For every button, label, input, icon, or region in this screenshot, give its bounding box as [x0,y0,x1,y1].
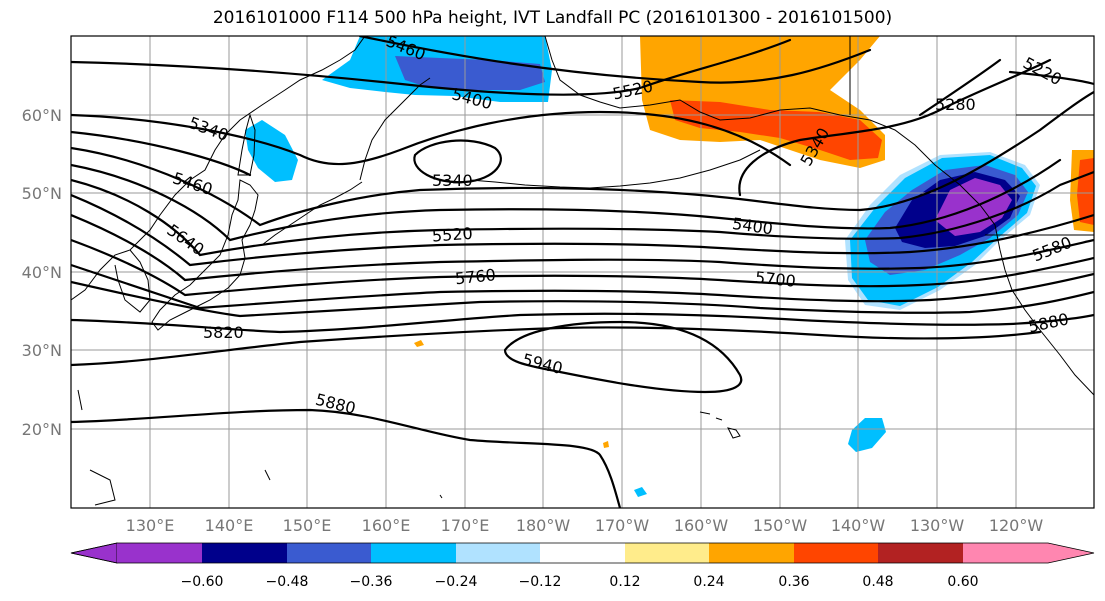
contour-label: 5280 [935,95,976,114]
colorbar-bin [794,543,878,563]
sakhalin-coastline [237,113,256,176]
contour-line [71,263,1094,310]
colorbar-tick-label: −0.24 [435,574,478,590]
colorbar-bin [287,543,371,563]
contour-line [358,36,872,84]
contour-line [503,320,743,394]
lon-label: 150°E [283,516,332,535]
lat-label: 40°N [22,263,62,282]
lon-label: 160°W [674,516,729,535]
longitude-labels: 130°E 140°E 150°E 160°E 170°E 180°W 170°… [126,516,1044,535]
small-positive-spot [603,441,609,448]
lon-label: 120°W [989,516,1044,535]
negative-anomaly-kamchatka-inner [395,56,545,90]
contour-line [71,90,1094,227]
colorbar-bin [625,543,709,563]
colorbar-bin [456,543,540,563]
latitude-labels: 60°N 50°N 40°N 30°N 20°N [22,106,62,439]
contour-line [71,238,1094,297]
contour-label: 5340 [432,171,473,190]
lon-label: 130°E [126,516,175,535]
colorbar-bin [878,543,963,563]
colorbar-outline [70,542,1095,564]
colorbar-tick-label: −0.48 [266,574,309,590]
small-islands [77,389,443,506]
contour-line [71,312,1094,334]
colorbar-bin [540,543,625,563]
kuril-islands [261,181,363,246]
colorbar-tick-label: −0.60 [181,574,224,590]
contour-line [71,58,1052,197]
map-area: 5460 5400 5520 5280 5220 5340 5340 5460 … [71,36,1094,508]
colorbar-extend-high [963,543,1094,563]
contour-label: 5700 [754,268,796,291]
contour-line [71,38,792,96]
colorbar-tick-label: 0.36 [778,574,809,590]
asia-coastline [71,36,366,301]
contour-line [71,213,1094,282]
colorbar-tick-labels: −0.60 −0.48 −0.36 −0.24 −0.12 0.12 0.24 … [181,574,979,590]
lat-label: 30°N [22,341,62,360]
lat-label: 20°N [22,420,62,439]
small-positive-spot [414,340,424,347]
lon-label: 180°W [516,516,571,535]
contour-line [918,58,1094,117]
height-contours [71,36,1094,508]
colorbar-tick-label: −0.12 [519,574,562,590]
contour-line [413,139,502,184]
contour-line [71,408,622,508]
colorbar-extend-low [70,542,118,564]
contour-label: 5520 [431,224,473,246]
alaska-coastline [544,36,1094,396]
colorbar-bin [371,543,456,563]
colorbar-bin [709,543,794,563]
contour-line [71,193,1094,267]
contour-line [71,158,1062,242]
lon-label: 140°E [205,516,254,535]
contour-line [71,170,1094,257]
map-title: 2016101000 F114 500 hPa height, IVT Land… [212,8,893,28]
lon-label: 160°E [362,516,411,535]
lon-label: 170°E [441,516,490,535]
colorbar: −0.60 −0.48 −0.36 −0.24 −0.12 0.12 0.24 … [70,542,1095,590]
colorbar-tick-label: 0.48 [862,574,893,590]
colorbar-bin [117,543,202,563]
colorbar-bin [202,543,287,563]
coastlines [71,36,1094,506]
lon-label: 170°W [595,516,650,535]
contour-label: 5760 [454,265,496,288]
contour-line [71,110,792,167]
negative-anomaly-sakhalin [245,120,298,182]
korea-coastline [114,249,151,313]
map-frame [70,35,1095,509]
colorbar-tick-label: 0.12 [609,574,640,590]
small-negative-spot [634,487,647,497]
lat-label: 60°N [22,106,62,125]
lon-label: 130°W [910,516,965,535]
contour-label: 5820 [203,323,244,342]
lon-label: 140°W [831,516,886,535]
colorbar-tick-label: −0.36 [350,574,393,590]
lon-label: 150°W [753,516,808,535]
graticule [71,36,1094,508]
aleutian-islands [469,149,761,189]
contour-line [71,326,1042,367]
colorbar-tick-label: 0.60 [947,574,978,590]
colorbar-tick-label: 0.24 [693,574,724,590]
hawaii-islands [699,411,741,439]
canada-border [849,36,1094,236]
contour-line [71,280,1094,318]
lat-label: 50°N [22,184,62,203]
